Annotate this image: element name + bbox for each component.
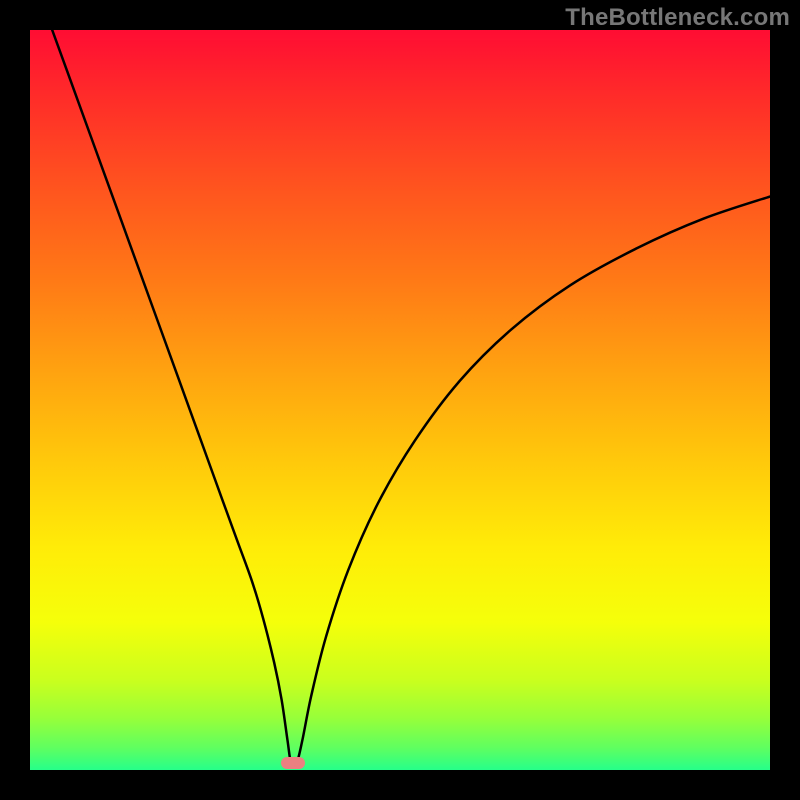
plot-area bbox=[30, 30, 770, 770]
minimum-marker bbox=[281, 757, 305, 769]
curve-svg bbox=[30, 30, 770, 770]
watermark-text: TheBottleneck.com bbox=[565, 4, 790, 32]
curve-path bbox=[52, 30, 770, 767]
